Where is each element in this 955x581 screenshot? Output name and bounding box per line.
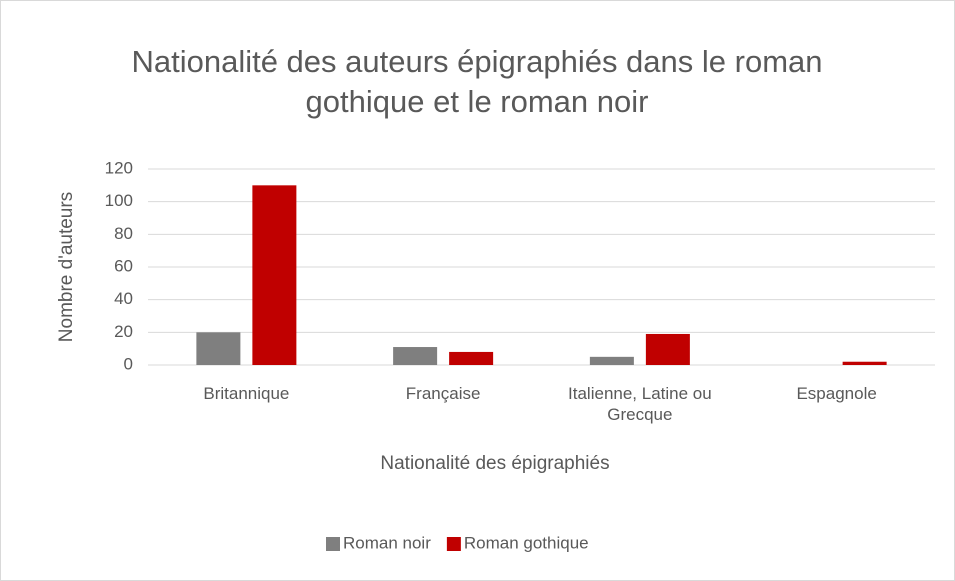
bar bbox=[449, 351, 494, 365]
bar bbox=[252, 185, 297, 365]
chart-title: Nationalité des auteurs épigraphiés dans… bbox=[131, 44, 823, 120]
legend-label: Roman gothique bbox=[464, 533, 589, 552]
bar bbox=[645, 333, 690, 365]
x-tick-label: Italienne, Latine ou Grecque bbox=[568, 384, 712, 425]
y-tick-label: 100 bbox=[105, 191, 133, 210]
x-axis-title: Nationalité des épigraphiés bbox=[380, 453, 610, 474]
y-tick-label: 80 bbox=[114, 224, 133, 243]
bar bbox=[589, 356, 634, 365]
y-tick-label: 40 bbox=[114, 289, 133, 308]
x-tick-label: Espagnole bbox=[796, 384, 877, 403]
bar bbox=[842, 361, 887, 365]
x-tick-label: Française bbox=[405, 384, 481, 403]
y-tick-label: 60 bbox=[114, 256, 133, 275]
bar bbox=[393, 347, 438, 365]
legend-swatch bbox=[326, 537, 340, 551]
x-tick-label: Britannique bbox=[203, 384, 290, 403]
y-axis-title: Nombre d'auteurs bbox=[56, 192, 77, 342]
legend-label: Roman noir bbox=[343, 533, 431, 552]
bar bbox=[196, 332, 241, 365]
y-tick-label: 0 bbox=[124, 354, 133, 373]
legend-swatch bbox=[446, 537, 461, 551]
y-tick-label: 20 bbox=[114, 322, 133, 341]
y-tick-label: 120 bbox=[105, 158, 133, 177]
